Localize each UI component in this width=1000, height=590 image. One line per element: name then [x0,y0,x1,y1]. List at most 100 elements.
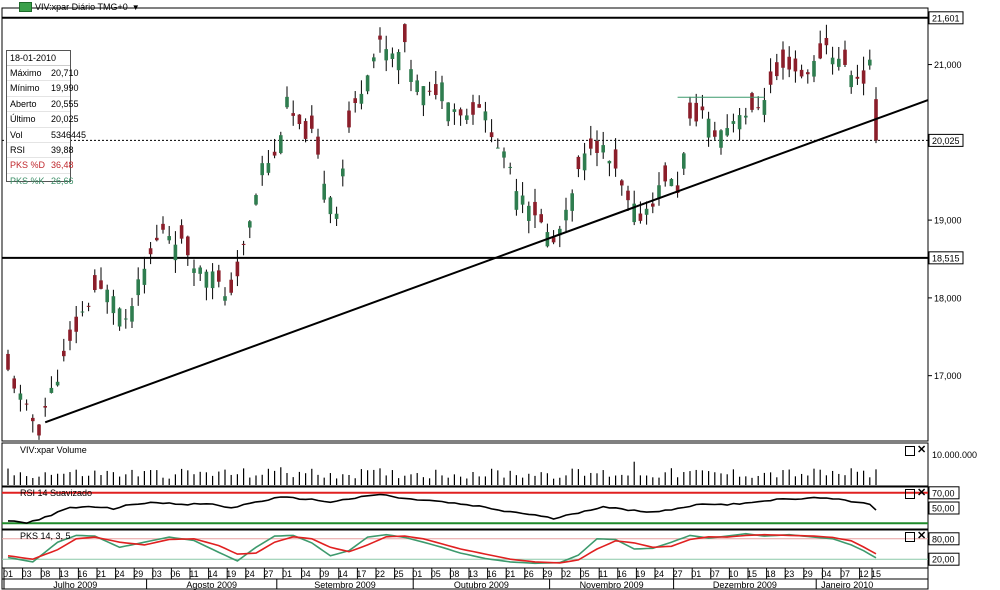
candle-body [86,305,91,307]
candle-body [527,205,531,221]
candle-body [390,53,395,59]
candle-body [12,378,16,389]
maximize-icon[interactable] [905,532,915,542]
candle-body [446,102,450,122]
candle-body [564,209,568,221]
candle-body [235,261,240,277]
candle-body [440,82,444,102]
candle-body [161,223,165,230]
day-tick-label: 11 [599,569,608,579]
candle-body [24,403,29,405]
candle-body [93,275,97,291]
candle-body [607,160,612,164]
candle-body [124,318,128,320]
day-tick-label: 22 [375,569,385,579]
candle-body [74,316,78,332]
day-tick-label: 24 [654,569,664,579]
candle-body [520,195,525,205]
day-tick-label: 17 [356,569,366,579]
candle-body [179,225,184,239]
candle-body [403,24,407,43]
pks-tick-tag [928,532,960,546]
day-tick-label: 05 [431,569,441,579]
candle-body [706,118,711,138]
month-label: Janeiro 2010 [821,580,873,590]
candle-body [136,279,140,296]
candle-body [285,96,289,108]
day-tick-label: 06 [170,569,180,579]
day-tick-label: 19 [226,569,236,579]
candle-body [173,244,178,261]
day-tick-label: 24 [115,569,125,579]
candle-body [341,168,345,177]
day-tick-label: 16 [617,569,627,579]
day-tick-label: 16 [487,569,497,579]
close-icon[interactable]: ✕ [917,530,927,542]
candle-body [49,387,54,393]
candle-body [837,58,841,67]
candle-body [105,289,109,303]
candle-body [626,190,630,201]
maximize-icon[interactable] [905,489,915,499]
pks-tick-label: 20,00 [932,555,955,565]
chevron-down-icon[interactable]: ▼ [131,2,140,12]
day-tick-label: 29 [542,569,552,579]
pks-panel-controls: ✕ [905,530,927,542]
candle-body [384,49,388,61]
data-window-row: Máximo 20,710 [7,66,79,82]
day-tick-label: 26 [524,569,534,579]
candle-body [37,424,41,436]
candle-body [396,51,401,71]
candle-body [409,69,413,82]
day-tick-label: 01 [3,569,13,579]
candle-body [148,248,153,255]
chart-title[interactable]: VIV:xpar Diário TMG+0 ▼ [19,1,140,13]
data-window-date: 18-01-2010 [7,51,70,66]
candle-body [483,111,488,121]
candle-body [657,185,661,199]
rsi-line [7,493,877,525]
day-tick-label: 05 [580,569,590,579]
candle-body [644,208,649,215]
candle-body [775,62,779,77]
day-tick-label: 29 [133,569,143,579]
candle-body [793,58,798,72]
day-tick-label: 21 [96,569,106,579]
price-level-tag [928,11,964,25]
chart-window-icon [19,2,32,12]
candle-body [186,236,190,256]
candle-body [589,138,593,149]
candle-body [502,151,506,158]
rsi-tick-label: 50,00 [932,504,955,514]
day-tick-label: 16 [77,569,87,579]
day-tick-label: 18 [766,569,776,579]
day-tick-label: 15 [747,569,757,579]
candle-body [818,43,822,59]
close-icon[interactable]: ✕ [917,487,927,499]
day-tick-label: 19 [635,569,645,579]
candle-body [353,98,357,104]
price-panel [1,7,929,442]
data-window-row: Último 20,025 [7,112,79,128]
candle-body [756,107,760,109]
maximize-icon[interactable] [905,446,915,456]
day-tick-label: 03 [22,569,32,579]
candle-body [248,221,252,228]
candle-body [322,183,326,200]
candle-body [279,135,283,154]
candle-body [632,203,636,223]
candle-body [452,109,457,112]
candle-body [198,267,202,274]
chart-title-text: VIV:xpar Diário TMG+0 [35,2,128,12]
candle-body [843,49,847,65]
candle-body [241,243,246,245]
month-label: Julho 2009 [53,580,97,590]
candle-body [539,214,543,223]
candle-body [458,109,463,116]
candle-body [713,130,717,137]
candle-body [204,271,209,288]
close-icon[interactable]: ✕ [917,444,927,456]
candle-body [824,37,829,46]
candle-body [787,56,791,70]
volume-tick-label: 10.000.000 [932,450,977,460]
